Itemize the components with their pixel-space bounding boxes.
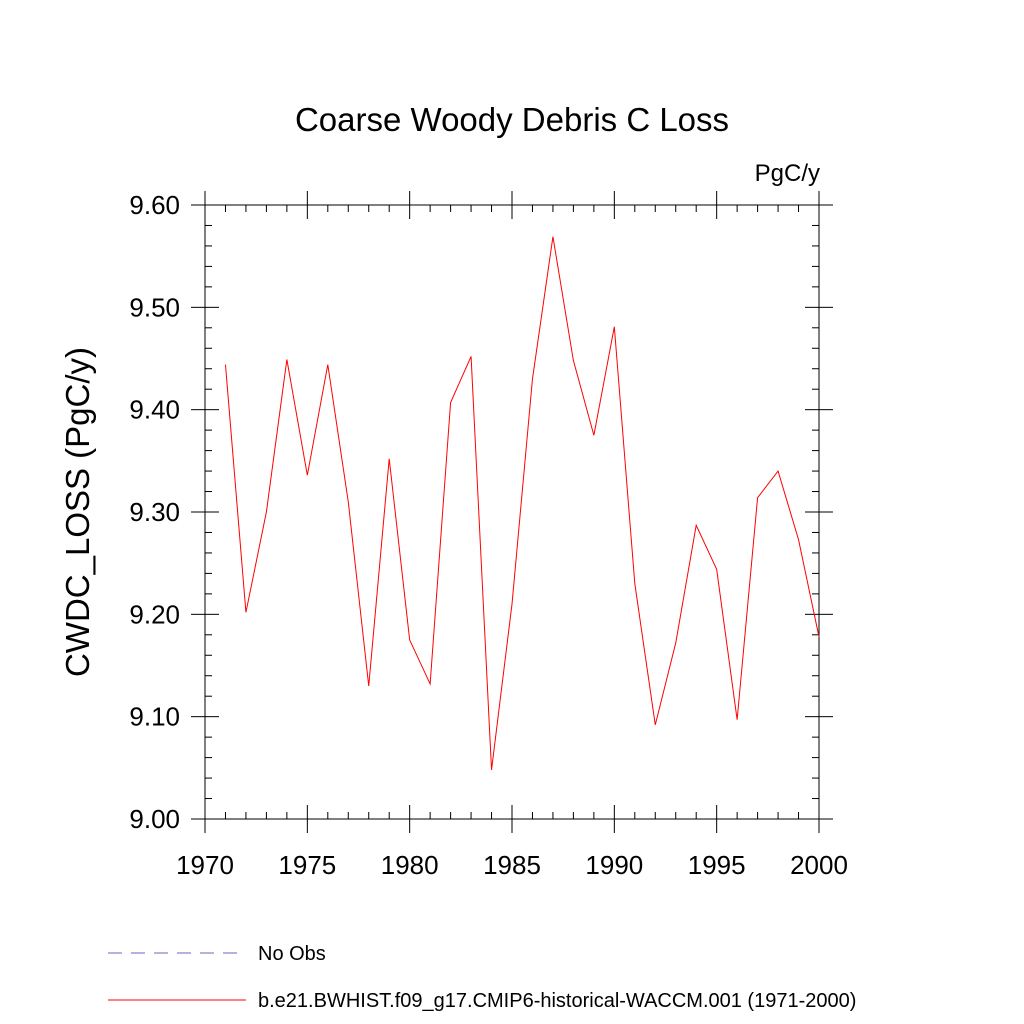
legend-label-no-obs: No Obs xyxy=(258,943,326,965)
legend: No Obs b.e21.BWHIST.f09_g17.CMIP6-histor… xyxy=(108,943,856,1012)
x-tick-label: 2000 xyxy=(790,850,848,880)
x-tick-label: 1990 xyxy=(585,850,643,880)
y-tick-label: 9.60 xyxy=(129,190,180,220)
y-tick-label: 9.40 xyxy=(129,395,180,425)
y-tick-label: 9.50 xyxy=(129,292,180,322)
y-tick-label: 9.20 xyxy=(129,599,180,629)
x-tick-label: 1980 xyxy=(381,850,439,880)
units-label: PgC/y xyxy=(755,160,820,187)
y-tick-label: 9.10 xyxy=(129,702,180,732)
series-layer xyxy=(224,236,820,770)
chart-title: Coarse Woody Debris C Loss xyxy=(295,101,729,138)
y-tick-label: 9.30 xyxy=(129,497,180,527)
axis-tick-labels: 1970 1975 1980 1985 1990 1995 2000 9.00 9.10 9.20… xyxy=(129,190,848,880)
y-tick-label: 9.00 xyxy=(129,804,180,834)
series-line xyxy=(224,236,820,770)
x-tick-label: 1985 xyxy=(483,850,541,880)
x-tick-label: 1975 xyxy=(278,850,336,880)
x-tick-label: 1995 xyxy=(688,850,746,880)
y-axis-label: CWDC_LOSS (PgC/y) xyxy=(59,347,96,677)
x-tick-label: 1970 xyxy=(176,850,234,880)
plot-frame xyxy=(204,204,820,820)
legend-label-model: b.e21.BWHIST.f09_g17.CMIP6-historical-WA… xyxy=(258,990,856,1012)
axis-ticks xyxy=(191,191,833,833)
